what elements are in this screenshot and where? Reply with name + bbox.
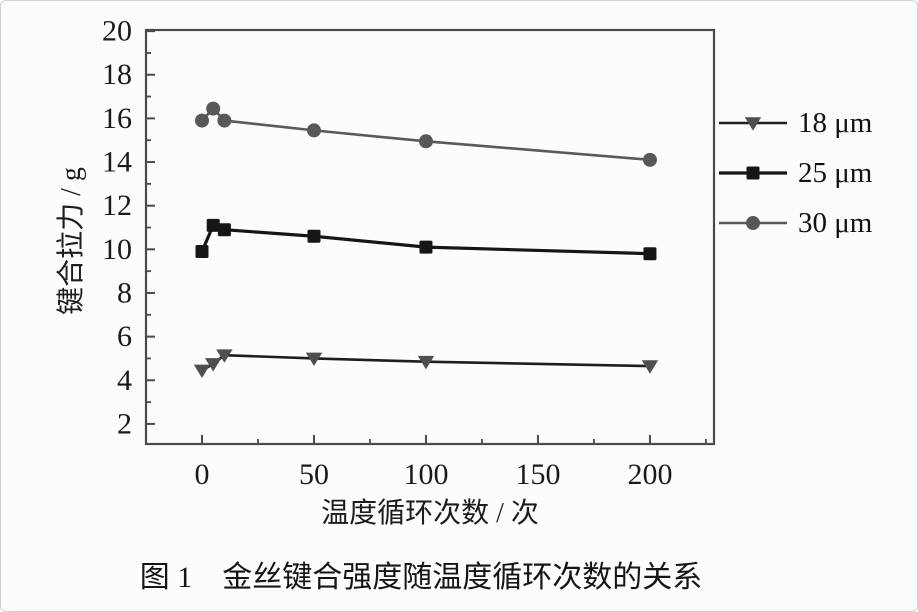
series-25um-marker (643, 247, 657, 261)
y-tick-label: 18 (102, 58, 132, 91)
y-tick-label: 14 (102, 146, 132, 179)
series-25um-marker (206, 218, 220, 232)
legend-item-25um: 25 μm (719, 148, 872, 198)
series-25um-marker (419, 240, 433, 254)
series-25um-marker (195, 245, 209, 259)
series-30um-marker (418, 134, 433, 149)
y-tick-label: 4 (117, 364, 132, 397)
series-30um-line (201, 107, 651, 162)
y-tick-label: 20 (102, 15, 132, 48)
series-25um-marker (307, 229, 321, 243)
series-30um-marker (206, 101, 221, 116)
x-tick-label: 50 (299, 458, 329, 491)
legend-label-25um: 25 μm (798, 156, 873, 189)
plot-box (144, 28, 716, 446)
series-25um-marker (217, 223, 231, 237)
x-tick-label: 100 (403, 458, 448, 491)
legend-marker-18um (719, 117, 787, 131)
series-18um-marker (641, 360, 659, 374)
legend-item-18um: 18 μm (719, 98, 872, 148)
x-tick-label: 200 (627, 458, 672, 491)
series-30um-marker (217, 113, 232, 128)
legend-label-18um: 18 μm (798, 106, 873, 139)
y-tick-label: 8 (117, 276, 132, 309)
series-18um-marker (204, 358, 222, 372)
x-axis-label: 温度循环次数 / 次 (321, 498, 539, 529)
legend-label-30um: 30 μm (798, 206, 873, 239)
y-tick-label: 12 (102, 189, 132, 222)
y-tick-label: 2 (117, 407, 132, 440)
legend-marker-30um (719, 216, 787, 230)
series-30um-marker (642, 152, 657, 167)
y-tick-label: 6 (117, 320, 132, 353)
series-30um-marker (306, 123, 321, 138)
x-tick-label: 150 (515, 458, 560, 491)
y-tick-label: 10 (102, 233, 132, 266)
legend: 18 μm 25 μm 30 μm (719, 98, 872, 248)
series-30um-marker (194, 113, 209, 128)
figure-caption: 图 1 金丝键合强度随温度循环次数的关系 (139, 561, 703, 594)
series-18um-marker (417, 355, 435, 370)
y-tick-label: 16 (102, 102, 132, 135)
series-18um-marker (216, 349, 233, 363)
x-tick-label: 0 (194, 458, 209, 491)
legend-item-30um: 30 μm (719, 198, 872, 248)
series-18um-marker (193, 364, 211, 379)
series-18um-marker (305, 352, 323, 367)
y-axis-label: 键合拉力 / g (56, 167, 87, 315)
legend-marker-25um (719, 166, 787, 180)
